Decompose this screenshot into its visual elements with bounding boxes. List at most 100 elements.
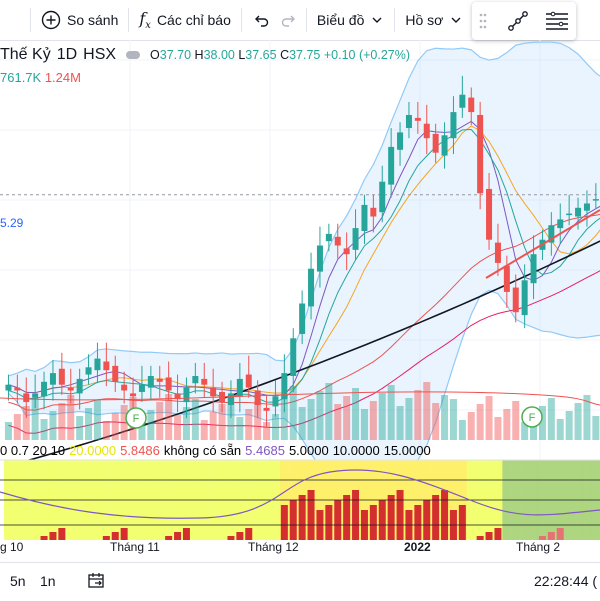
redo-button[interactable] bbox=[280, 0, 306, 40]
candle-body bbox=[548, 225, 555, 243]
time-axis[interactable]: g 10 Tháng 11 Tháng 12 2022 Tháng 2 bbox=[0, 540, 600, 560]
indicator-legend: 0 0.7 20 10 20.0000 5.8486 không có sẵn … bbox=[0, 443, 431, 458]
indicator-value-4: 5.0000 bbox=[288, 443, 329, 458]
volume-bar bbox=[547, 398, 555, 440]
indicator-bar bbox=[441, 490, 449, 540]
candle-body bbox=[477, 115, 484, 194]
candle-body bbox=[521, 280, 528, 316]
toolbar-divider bbox=[394, 8, 396, 32]
chart-type-button[interactable]: Biểu đồ bbox=[307, 0, 394, 40]
volume-ma-line bbox=[0, 391, 600, 406]
indicator-value-3: 5.4685 bbox=[245, 443, 285, 458]
profile-label: Hồ sơ bbox=[405, 12, 444, 28]
candle-body bbox=[575, 207, 582, 217]
candle-body bbox=[486, 188, 493, 240]
indicator-bar bbox=[289, 500, 297, 540]
event-marker-label: F bbox=[529, 412, 536, 424]
volume-bar bbox=[449, 399, 457, 440]
indicator-bar bbox=[174, 532, 182, 540]
candle-body bbox=[85, 367, 92, 375]
event-marker-icon bbox=[521, 406, 543, 428]
undo-button[interactable] bbox=[242, 0, 280, 40]
symbol-name[interactable]: Thế Kỷ bbox=[0, 46, 51, 63]
volume-bar bbox=[245, 409, 253, 440]
trend-line-drawing bbox=[485, 209, 600, 279]
volume-ma-value: 1.24M bbox=[44, 70, 81, 85]
volume-bar bbox=[538, 406, 546, 440]
volume-bar bbox=[476, 404, 484, 440]
indicator-value-1: 20.0000 bbox=[69, 443, 117, 458]
range-5d-button[interactable]: 5n bbox=[10, 573, 26, 589]
indicators-button[interactable]: fx Các chỉ báo bbox=[129, 0, 241, 40]
volume-bar bbox=[583, 395, 591, 440]
indicator-bar bbox=[378, 500, 386, 540]
compare-button[interactable]: So sánh bbox=[31, 0, 128, 40]
indicator-bar bbox=[280, 505, 288, 540]
candle-body bbox=[316, 245, 323, 272]
candle-body bbox=[379, 181, 386, 213]
indicator-bar bbox=[120, 528, 128, 540]
profile-button[interactable]: Hồ sơ bbox=[395, 0, 473, 40]
drag-handle-icon[interactable] bbox=[478, 11, 488, 31]
candle-body bbox=[236, 378, 243, 397]
candle-body bbox=[450, 112, 457, 139]
candle-body bbox=[112, 365, 119, 382]
indicator-bar bbox=[494, 528, 502, 540]
volume-bar bbox=[111, 413, 119, 440]
volume-bar bbox=[263, 422, 271, 440]
volume-bar bbox=[458, 420, 466, 440]
indicator-bar bbox=[334, 500, 342, 540]
volume-bar bbox=[76, 416, 84, 440]
candle-body bbox=[67, 387, 74, 391]
legend-settings-icon[interactable] bbox=[126, 51, 141, 59]
candle-body bbox=[138, 384, 145, 392]
volume-bar bbox=[280, 394, 288, 440]
candle-body bbox=[468, 97, 475, 113]
indicator-bar bbox=[369, 505, 377, 540]
volume-bar bbox=[174, 415, 182, 440]
volume-bar bbox=[4, 422, 12, 440]
candle-body bbox=[299, 303, 306, 334]
candle-body bbox=[263, 407, 270, 411]
candle-body bbox=[530, 254, 537, 284]
candle-body bbox=[130, 393, 137, 397]
high-label: H bbox=[194, 48, 204, 62]
volume-bar bbox=[58, 403, 66, 440]
indicator-bar bbox=[343, 495, 351, 540]
indicator-bar bbox=[298, 495, 306, 540]
x-axis-label: Tháng 11 bbox=[110, 540, 160, 554]
interval-label[interactable]: 1D bbox=[56, 46, 78, 63]
menu-lines-icon[interactable] bbox=[544, 9, 570, 33]
indicator-bar bbox=[227, 536, 235, 540]
indicator-bar bbox=[476, 536, 484, 540]
volume-bar bbox=[13, 414, 21, 440]
indicator-value-6: 15.0000 bbox=[383, 443, 431, 458]
drawing-toolbar bbox=[472, 2, 576, 40]
candle-body bbox=[423, 123, 430, 139]
volume-bar bbox=[485, 396, 493, 440]
volume-bar bbox=[565, 411, 573, 440]
date-range-icon[interactable] bbox=[86, 571, 106, 591]
candle-body bbox=[583, 203, 590, 211]
candle-body bbox=[156, 378, 163, 382]
bollinger-upper-line bbox=[8, 41, 600, 377]
event-marker-label: F bbox=[133, 413, 140, 425]
chevron-down-icon bbox=[451, 17, 461, 23]
indicator-bar bbox=[111, 532, 119, 540]
candle-body bbox=[388, 146, 395, 185]
candle-body bbox=[325, 233, 332, 242]
range-1d-button[interactable]: 1n bbox=[40, 573, 56, 589]
volume-bar bbox=[218, 404, 226, 440]
candle-body bbox=[227, 393, 234, 405]
candle-body bbox=[5, 384, 12, 391]
volume-bar bbox=[378, 393, 386, 440]
volume-bar bbox=[574, 403, 582, 440]
candle-body bbox=[192, 376, 199, 384]
indicator-value-2: 5.8486 bbox=[120, 443, 160, 458]
candle-body bbox=[405, 115, 412, 129]
symbol-search-button[interactable] bbox=[0, 0, 30, 40]
trend-line-icon[interactable] bbox=[506, 9, 530, 33]
toolbar-divider bbox=[128, 8, 130, 32]
indicator-bar bbox=[325, 505, 333, 540]
